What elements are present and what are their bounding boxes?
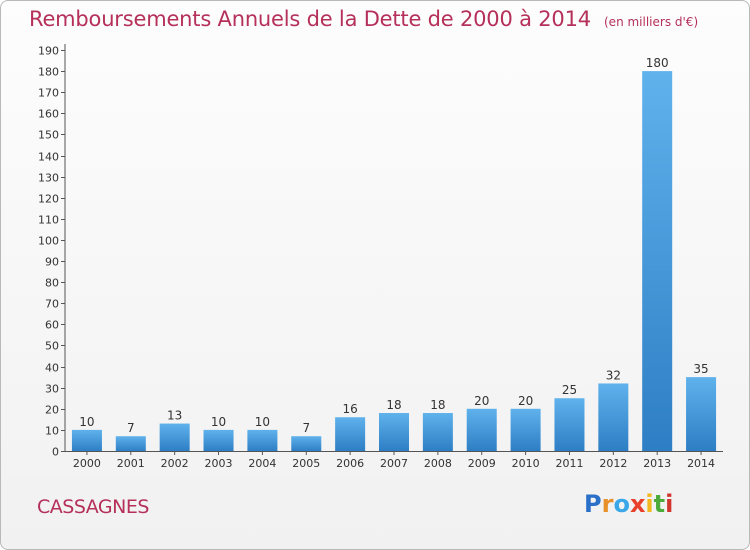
data-label-2004: 10 (255, 415, 270, 429)
x-tick-label-2005: 2005 (292, 457, 320, 470)
y-tick-label: 140 (38, 151, 59, 164)
y-tick-label: 10 (45, 425, 59, 438)
y-tick-label: 100 (38, 235, 59, 248)
y-tick-label: 170 (38, 87, 59, 100)
data-label-2010: 20 (518, 394, 533, 408)
bar-2001 (115, 436, 146, 451)
data-label-2002: 13 (167, 409, 182, 423)
x-tick-label-2012: 2012 (599, 457, 627, 470)
y-tick-label: 180 (38, 66, 59, 79)
bar-2012 (598, 383, 629, 451)
data-label-2013: 180 (646, 56, 669, 70)
x-tick-label-2006: 2006 (336, 457, 364, 470)
y-tick-label: 0 (52, 446, 59, 459)
y-tick-label: 90 (45, 256, 59, 269)
bar-2002 (159, 423, 190, 451)
bar-2000 (71, 429, 102, 451)
data-label-2007: 18 (386, 398, 401, 412)
logo-letter: o (613, 490, 630, 518)
logo-letter: i (665, 490, 674, 518)
logo-letter: r (601, 490, 614, 518)
y-tick-label: 150 (38, 129, 59, 142)
x-tick-label-2008: 2008 (424, 457, 452, 470)
y-tick-label: 160 (38, 108, 59, 121)
y-tick-label: 190 (38, 45, 59, 58)
commune-name: CASSAGNES (37, 496, 149, 518)
data-label-2003: 10 (211, 415, 226, 429)
chart-title-row: Remboursements Annuels de la Dette de 20… (29, 7, 698, 31)
data-label-2011: 25 (562, 383, 577, 397)
x-tick-label-2009: 2009 (468, 457, 496, 470)
logo-letter: P (584, 490, 602, 518)
logo-letter: t (653, 490, 666, 518)
data-label-2014: 35 (693, 362, 708, 376)
x-tick-label-2000: 2000 (73, 457, 101, 470)
data-label-2006: 16 (342, 402, 357, 416)
x-tick-label-2007: 2007 (380, 457, 408, 470)
bar-2005 (291, 436, 322, 451)
x-tick-label-2004: 2004 (248, 457, 276, 470)
logo-letter: i (645, 490, 654, 518)
data-label-2009: 20 (474, 394, 489, 408)
x-tick-label-2014: 2014 (687, 457, 715, 470)
bar-2007 (379, 413, 409, 451)
bar-2013 (642, 71, 673, 452)
x-tick-label-2013: 2013 (643, 457, 671, 470)
y-tick-label: 120 (38, 193, 59, 206)
x-tick-label-2011: 2011 (555, 457, 583, 470)
bar-2014 (686, 377, 717, 451)
y-tick-label: 30 (45, 383, 59, 396)
y-tick-label: 110 (38, 214, 59, 227)
bar-2011 (554, 398, 585, 451)
y-tick-label: 130 (38, 172, 59, 185)
data-label-2012: 32 (606, 368, 621, 382)
x-tick-label-2002: 2002 (161, 457, 189, 470)
x-tick-label-2010: 2010 (512, 457, 540, 470)
data-label-2000: 10 (79, 415, 94, 429)
data-label-2001: 7 (127, 421, 135, 435)
x-tick-label-2003: 2003 (205, 457, 233, 470)
bar-2010 (510, 408, 541, 451)
data-label-2008: 18 (430, 398, 445, 412)
data-label-2005: 7 (302, 421, 310, 435)
y-tick-label: 70 (45, 298, 59, 311)
x-tick-label-2001: 2001 (117, 457, 145, 470)
y-tick-label: 20 (45, 404, 59, 417)
logo-letter: x (629, 490, 646, 518)
bar-2006 (335, 417, 366, 451)
bar-2009 (466, 408, 497, 451)
proxiti-logo[interactable]: Proxiti (584, 490, 673, 518)
y-tick-label: 50 (45, 340, 59, 353)
bar-2003 (203, 429, 234, 451)
y-tick-label: 80 (45, 277, 59, 290)
y-tick-label: 60 (45, 319, 59, 332)
chart-unit-label: (en milliers d'€) (604, 15, 699, 29)
chart-title: Remboursements Annuels de la Dette de 20… (29, 7, 591, 31)
y-tick-label: 40 (45, 362, 59, 375)
bar-2008 (422, 413, 453, 451)
bar-2004 (247, 429, 278, 451)
